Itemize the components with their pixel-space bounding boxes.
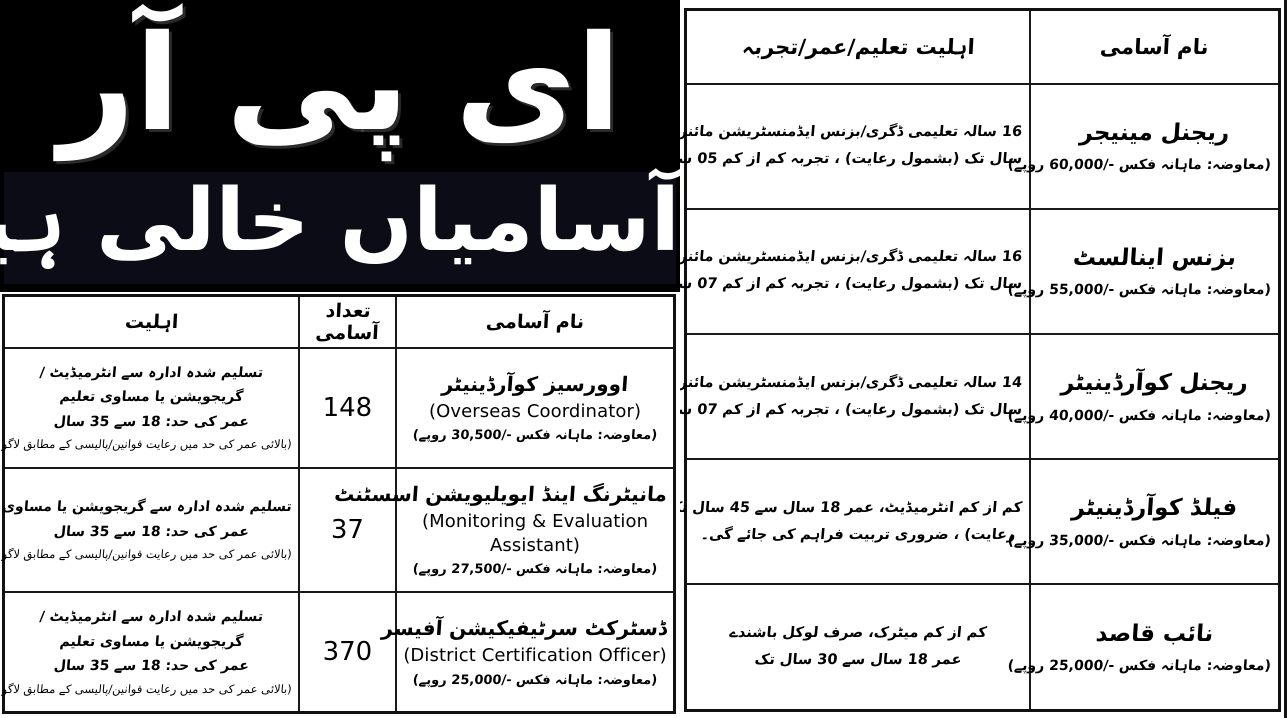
right-eligibility-cell-0: تسلیم شدہ ادارہ سے انٹرمیڈیٹ / گریجویشن …	[0, 347, 300, 469]
eligibility-line: گریجویشن یا مساوی تعلیم	[58, 389, 244, 406]
table-header-row: نام آسامی اہلیت تعلیم/عمر/تجربہ	[684, 8, 1281, 85]
masthead-band	[4, 172, 676, 284]
table-row: ریجنل مینیجر (معاوضہ: ماہانہ فکس -/60,00…	[490, 82, 1281, 210]
eligibility-line: عمر 18 سال سے 30 سال تک	[753, 652, 963, 669]
eligibility-line: کم از کم انٹرمیڈیٹ، عمر 18 سال سے 45 سال…	[603, 499, 1023, 516]
left-post-title-cell-4: نائب قاصد (معاوضہ: ماہانہ فکس -/25,000 ر…	[1007, 583, 1281, 712]
vacancy-count-2: 370	[297, 591, 398, 714]
job-title: ریجنل مینیجر	[1078, 119, 1231, 146]
job-title: نائب قاصد	[1094, 620, 1215, 647]
left-header-post-name: نام آسامی	[1029, 8, 1281, 85]
right-eligibility-cell-2: تسلیم شدہ ادارہ سے انٹرمیڈیٹ / گریجویشن …	[0, 591, 300, 714]
eligibility-line: سال تک (بشمول رعایت) ، تجربہ کم از کم 07…	[490, 276, 1023, 293]
vacancy-count-1: 37	[297, 466, 398, 594]
eligibility-line: 14 سالہ تعلیمی ڈگری/بزنس ایڈمنسٹریشن مائ…	[518, 374, 1023, 391]
left-eligibility-cell-1: 16 سالہ تعلیمی ڈگری/بزنس ایڈمنسٹریشن مائ…	[490, 207, 1032, 335]
eligibility-note: (بالائی عمر کی حد میں رعایت قوانین/پالیس…	[0, 437, 293, 452]
table-row: فیلڈ کوآرڈینیٹر (معاوضہ: ماہانہ فکس -/35…	[603, 458, 1281, 586]
table-header-row: نام آسامی تعداد آسامی اہلیت	[2, 294, 676, 349]
job-title-urdu: مانیٹرنگ اینڈ ایویلیویشن اسسٹنٹ	[333, 481, 668, 506]
eligibility-line: عمر کی حد: 18 سے 35 سال	[53, 658, 250, 675]
left-vacancy-panel: نام آسامی اہلیت تعلیم/عمر/تجربہ ریجنل می…	[490, 0, 1287, 718]
job-pay: (معاوضہ: ماہانہ فکس -/40,000 روپے)	[1007, 407, 1272, 424]
eligibility-note: (بالائی عمر کی حد میں رعایت قوانین/پالیس…	[0, 547, 293, 562]
right-header-count: تعداد آسامی	[297, 294, 398, 349]
table-row: ڈسٹرکٹ سرٹیفیکیشن آفیسر (District Certif…	[0, 591, 676, 714]
right-vacancy-table: نام آسامی تعداد آسامی اہلیت اوورسیز کوآر	[0, 294, 676, 714]
job-pay: (معاوضہ: ماہانہ فکس -/55,000 روپے)	[1007, 282, 1272, 299]
left-post-title-cell-0: ریجنل مینیجر (معاوضہ: ماہانہ فکس -/60,00…	[1007, 82, 1281, 210]
vacancy-count-0: 148	[297, 347, 398, 469]
eligibility-line: کم از کم میٹرک، صرف لوکل باشندے	[728, 625, 988, 642]
eligibility-line: رعایت) ، ضروری تربیت فراہم کی جائے گی۔	[699, 526, 1017, 543]
eligibility-line: تسلیم شدہ ادارہ سے گریجویشن یا مساوی تعل…	[0, 499, 293, 516]
left-eligibility-cell-4: کم از کم میٹرک، صرف لوکل باشندے عمر 18 س…	[684, 583, 1032, 712]
job-pay: (معاوضہ: ماہانہ فکس -/25,000 روپے)	[1007, 658, 1272, 675]
job-title: فیلڈ کوآرڈینیٹر	[1070, 495, 1239, 522]
table-row: نائب قاصد (معاوضہ: ماہانہ فکس -/25,000 ر…	[684, 583, 1281, 712]
right-vacancy-panel: ای پی آر آسامیاں خالی ہیں نام آسامی تعدا…	[0, 0, 680, 718]
eligibility-line: 16 سالہ تعلیمی ڈگری/بزنس ایڈمنسٹریشن مائ…	[518, 249, 1023, 266]
left-header-eligibility: اہلیت تعلیم/عمر/تجربہ	[684, 8, 1032, 85]
job-title-urdu: ڈسٹرکٹ سرٹیفیکیشن آفیسر	[380, 616, 668, 641]
job-pay: (معاوضہ: ماہانہ فکس -/27,500 روپے)	[412, 562, 658, 578]
eligibility-line: سال تک (بشمول رعایت) ، تجربہ کم از کم 05…	[490, 151, 1023, 168]
left-post-title-cell-1: بزنس اینالسٹ (معاوضہ: ماہانہ فکس -/55,00…	[1007, 207, 1281, 335]
eligibility-line: تسلیم شدہ ادارہ سے انٹرمیڈیٹ /	[38, 609, 264, 626]
left-post-title-cell-3: فیلڈ کوآرڈینیٹر (معاوضہ: ماہانہ فکس -/35…	[1007, 458, 1281, 586]
job-title-urdu: اوورسیز کوآرڈینیٹر	[441, 371, 630, 396]
job-pay: (معاوضہ: ماہانہ فکس -/60,000 روپے)	[1007, 157, 1272, 174]
job-title: ریجنل کوآرڈینیٹر	[1060, 370, 1249, 397]
right-eligibility-cell-1: تسلیم شدہ ادارہ سے گریجویشن یا مساوی تعل…	[0, 466, 300, 594]
right-post-title-cell-2: ڈسٹرکٹ سرٹیفیکیشن آفیسر (District Certif…	[380, 591, 676, 714]
job-title: بزنس اینالسٹ	[1072, 244, 1237, 271]
right-post-title-cell-0: اوورسیز کوآرڈینیٹر (Overseas Coordinator…	[395, 347, 676, 469]
masthead-title: ای پی آر	[58, 7, 623, 161]
right-header-eligibility: اہلیت	[2, 294, 300, 349]
right-header-post-name: نام آسامی	[395, 294, 676, 349]
eligibility-line: عمر کی حد: 18 سے 35 سال	[53, 413, 250, 430]
left-eligibility-cell-3: کم از کم انٹرمیڈیٹ، عمر 18 سال سے 45 سال…	[603, 458, 1032, 586]
eligibility-line: سال تک (بشمول رعایت) ، تجربہ کم از کم 07…	[490, 401, 1023, 418]
eligibility-line: تسلیم شدہ ادارہ سے انٹرمیڈیٹ /	[38, 364, 264, 381]
left-eligibility-cell-2: 14 سالہ تعلیمی ڈگری/بزنس ایڈمنسٹریشن مائ…	[490, 332, 1032, 461]
eligibility-line: 16 سالہ تعلیمی ڈگری/بزنس ایڈمنسٹریشن مائ…	[518, 124, 1023, 141]
job-pay: (معاوضہ: ماہانہ فکس -/25,000 روپے)	[412, 672, 658, 688]
table-row: اوورسیز کوآرڈینیٹر (Overseas Coordinator…	[0, 347, 676, 469]
right-post-title-cell-1: مانیٹرنگ اینڈ ایویلیویشن اسسٹنٹ (Monitor…	[333, 466, 676, 594]
eligibility-line: عمر کی حد: 18 سے 35 سال	[53, 523, 250, 540]
left-post-title-cell-2: ریجنل کوآرڈینیٹر (معاوضہ: ماہانہ فکس -/4…	[1007, 332, 1281, 461]
eligibility-line: گریجویشن یا مساوی تعلیم	[58, 633, 244, 650]
job-title-english: (District Certification Officer)	[403, 645, 667, 667]
eligibility-note: (بالائی عمر کی حد میں رعایت قوانین/پالیس…	[0, 681, 293, 696]
job-pay: (معاوضہ: ماہانہ فکس -/30,500 روپے)	[412, 428, 658, 444]
table-row: ریجنل کوآرڈینیٹر (معاوضہ: ماہانہ فکس -/4…	[490, 332, 1281, 461]
left-eligibility-cell-0: 16 سالہ تعلیمی ڈگری/بزنس ایڈمنسٹریشن مائ…	[490, 82, 1032, 210]
job-pay: (معاوضہ: ماہانہ فکس -/35,000 روپے)	[1007, 532, 1272, 549]
job-title-english: (Overseas Coordinator)	[428, 400, 642, 422]
table-row: مانیٹرنگ اینڈ ایویلیویشن اسسٹنٹ (Monitor…	[0, 466, 676, 594]
masthead-subtitle: آسامیاں خالی ہیں	[0, 171, 680, 271]
left-vacancy-table: نام آسامی اہلیت تعلیم/عمر/تجربہ ریجنل می…	[490, 8, 1281, 712]
job-title-english: (Monitoring & Evaluation Assistant)	[421, 510, 649, 557]
table-row: بزنس اینالسٹ (معاوضہ: ماہانہ فکس -/55,00…	[490, 207, 1281, 335]
right-table-container: نام آسامی تعداد آسامی اہلیت اوورسیز کوآر	[0, 292, 680, 718]
masthead-banner: ای پی آر آسامیاں خالی ہیں	[0, 0, 680, 292]
